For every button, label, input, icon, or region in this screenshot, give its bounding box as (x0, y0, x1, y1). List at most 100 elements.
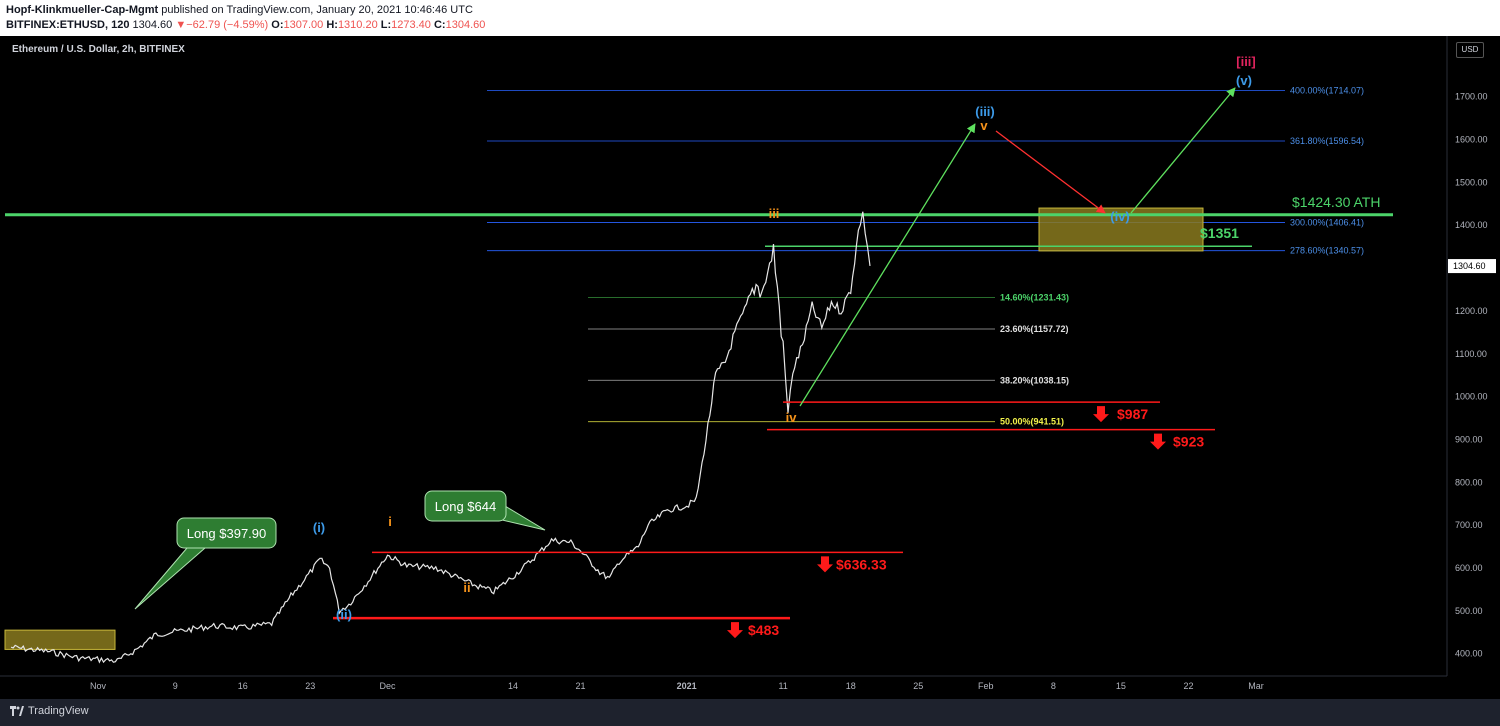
fib-level-label: 14.60%(1231.43) (1000, 292, 1069, 302)
y-tick-label: 900.00 (1455, 434, 1483, 444)
x-tick-label: 21 (575, 681, 585, 691)
last-price-box (1448, 259, 1496, 274)
close-label: C: (433, 19, 446, 31)
wave-label: (v) (1236, 73, 1252, 88)
time-axis[interactable]: Nov 9 16 23 Dec 14 21 2021 11 18 25 Feb 8 15 22 Mar (90, 681, 1264, 691)
projection-arrows (799, 87, 1236, 407)
down-arrow-icon (1093, 406, 1109, 423)
down-arrow-icon: ▼ (175, 19, 187, 31)
wave-label: iv (786, 410, 798, 425)
x-tick-label: 25 (913, 681, 923, 691)
y-tick-label: 1100.00 (1455, 349, 1487, 359)
brand[interactable]: TradingView (10, 705, 89, 717)
wave-label: (ii) (336, 607, 352, 622)
x-tick-label: Dec (379, 681, 396, 691)
x-tick-label: Nov (90, 681, 107, 691)
support-label: $923 (1173, 434, 1204, 450)
down-arrow-icon (727, 622, 743, 639)
wave-label: ii (463, 580, 470, 595)
last-price-tag: 1304.60 (1448, 259, 1496, 274)
price-chart[interactable]: 1700.001600.001500.001400.001300.001200.… (0, 36, 1500, 699)
fib-level-label: 361.80%(1596.54) (1290, 136, 1364, 146)
support-label: $636.33 (836, 556, 887, 572)
high-label: H: (326, 19, 338, 31)
tradingview-logo-icon (10, 706, 24, 716)
fib-level-label: 38.20%(1038.15) (1000, 375, 1069, 385)
y-tick-label: 1400.00 (1455, 220, 1488, 230)
y-tick-label: 1200.00 (1455, 306, 1488, 316)
y-tick-label: 1700.00 (1455, 92, 1488, 102)
support-levels: $987 $923 $636.33 $483 (333, 401, 1215, 639)
fib-level-label: 300.00%(1406.41) (1290, 217, 1364, 227)
wave-label: [iii] (1236, 54, 1256, 69)
fib-level-label: 50.00%(941.51) (1000, 417, 1064, 427)
ath-label: $1424.30 ATH (1292, 194, 1380, 210)
x-tick-label: 18 (846, 681, 856, 691)
fib-extension-levels: 400.00%(1714.07) 361.80%(1596.54) 300.00%(… (487, 86, 1364, 427)
callout-pointer (134, 547, 207, 610)
projection-arrow-up-2 (1130, 87, 1236, 214)
symbol-label: BITFINEX:ETHUSD, 120 (6, 19, 130, 31)
open-label: O: (271, 19, 284, 31)
price-change: −62.79 (−4.59%) (186, 19, 269, 31)
close-value: 1304.60 (445, 19, 486, 31)
wave-label: (i) (313, 520, 325, 535)
footer-bar: TradingView (0, 699, 1500, 726)
level-1351-label: $1351 (1200, 225, 1239, 241)
x-tick-label: 14 (508, 681, 518, 691)
fib-level-label: 23.60%(1157.72) (1000, 324, 1069, 334)
y-tick-label: 400.00 (1455, 649, 1483, 659)
last-price-label: 1304.60 (1453, 261, 1486, 271)
brand-name: TradingView (28, 705, 89, 717)
price-axis[interactable]: 1700.001600.001500.001400.001300.001200.… (1455, 92, 1488, 659)
chart-title: Ethereum / U.S. Dollar, 2h, BITFINEX (12, 44, 185, 55)
callout-box (176, 517, 277, 549)
low-value: 1273.40 (391, 19, 431, 31)
projection-arrow-down (995, 130, 1106, 214)
last-price: 1304.60 (132, 19, 173, 31)
callouts: Long $397.90 Long $644 (134, 490, 546, 610)
price-line (10, 211, 871, 664)
y-tick-label: 600.00 (1455, 563, 1483, 573)
y-tick-label: 1600.00 (1455, 135, 1488, 145)
wave-label: i (388, 514, 392, 529)
callout-label: Long $644 (435, 499, 496, 514)
support-label: $987 (1117, 406, 1148, 422)
y-tick-label: 1500.00 (1455, 177, 1488, 187)
high-value: 1310.20 (337, 19, 378, 31)
x-tick-label: 16 (238, 681, 248, 691)
x-tick-label: 2021 (677, 681, 697, 691)
wave-label: iii (769, 206, 780, 221)
callout-label: Long $397.90 (187, 526, 267, 541)
y-tick-label: 500.00 (1455, 606, 1483, 616)
x-tick-label: Feb (978, 681, 994, 691)
x-tick-label: 22 (1183, 681, 1193, 691)
publish-info: published on TradingView.com, January 20… (158, 4, 473, 16)
wave-label: (iii) (975, 104, 995, 119)
y-tick-label: 1000.00 (1455, 392, 1488, 402)
wave-label: (iv) (1110, 209, 1130, 224)
x-tick-label: 23 (305, 681, 315, 691)
zones: $1351 $1424.30 ATH (4, 194, 1393, 650)
x-tick-label: 11 (778, 681, 787, 691)
fib-level-label: 278.60%(1340.57) (1290, 246, 1364, 256)
projection-arrow-up (799, 123, 976, 407)
x-tick-label: 9 (173, 681, 178, 691)
support-label: $483 (748, 622, 779, 638)
low-label: L: (380, 19, 392, 31)
accumulation-zone-box (4, 629, 116, 650)
open-value: 1307.00 (283, 19, 324, 31)
down-arrow-icon (1150, 433, 1166, 450)
y-tick-label: 800.00 (1455, 477, 1483, 487)
x-tick-label: 8 (1051, 681, 1056, 691)
x-tick-label: 15 (1116, 681, 1126, 691)
callout-box (424, 490, 507, 522)
wave-label: v (980, 118, 988, 133)
fib-level-label: 400.00%(1714.07) (1290, 86, 1364, 96)
author-name[interactable]: Hopf-Klinkmueller-Cap-Mgmt (6, 4, 159, 16)
publication-header: Hopf-Klinkmueller-Cap-Mgmt published on … (0, 0, 1500, 36)
down-arrow-icon (817, 556, 833, 573)
currency-button[interactable]: USD (1456, 42, 1484, 58)
x-tick-label: Mar (1248, 681, 1264, 691)
